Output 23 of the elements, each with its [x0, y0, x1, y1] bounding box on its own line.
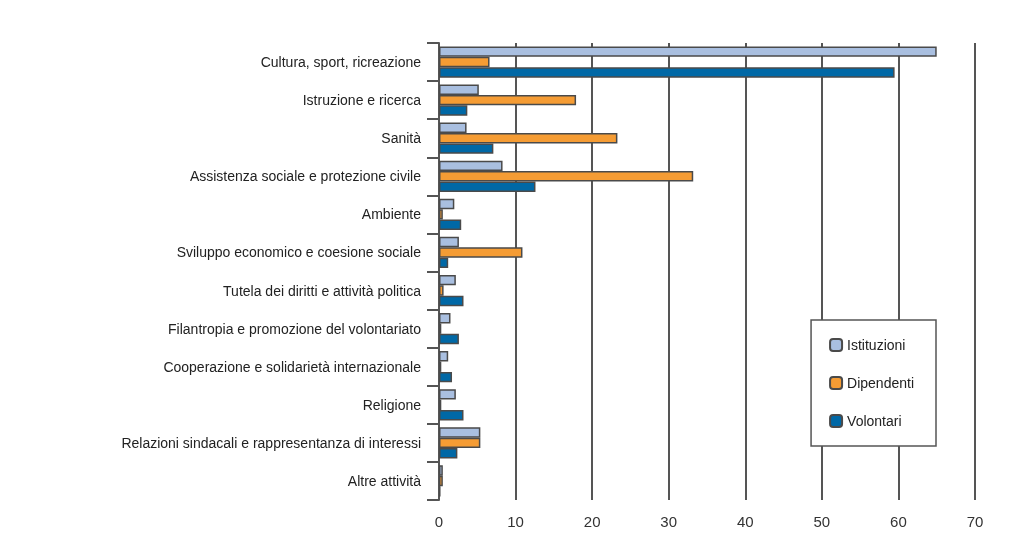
- legend-label: Volontari: [847, 413, 902, 429]
- y-tick-label: Ambiente: [361, 206, 422, 223]
- legend-label: Istituzioni: [847, 337, 906, 353]
- x-tick-label: 50: [813, 513, 831, 530]
- y-tick-label: Tutela dei diritti e attività politica: [223, 282, 422, 299]
- y-tick-label: Cooperazione e solidarietà internazionale: [163, 358, 422, 375]
- y-tick-label: Filantropia e promozione del volontariato: [168, 320, 422, 337]
- x-tick-label: 40: [736, 513, 754, 530]
- y-tick-label: Religione: [362, 396, 422, 413]
- y-tick-label: Sviluppo economico e coesione sociale: [176, 244, 422, 261]
- x-tick-label: 0: [434, 513, 444, 530]
- y-tick-label: Sanità: [381, 130, 422, 147]
- x-tick-label: 30: [660, 513, 678, 530]
- y-tick-label: Altre attività: [347, 472, 422, 489]
- y-tick-label: Relazioni sindacali e rappresentanza di interessi: [121, 434, 421, 451]
- x-tick-label: 70: [966, 513, 984, 530]
- x-tick-label: 20: [583, 513, 601, 530]
- y-tick-label: Assistenza sociale e protezione civile: [189, 168, 422, 185]
- x-tick-label: 60: [890, 513, 907, 530]
- y-tick-label: Istruzione e ricerca: [302, 92, 422, 109]
- x-tick-label: 10: [507, 513, 524, 530]
- legend-label: Dipendenti: [847, 375, 914, 391]
- y-tick-label: Cultura, sport, ricreazione: [260, 54, 422, 71]
